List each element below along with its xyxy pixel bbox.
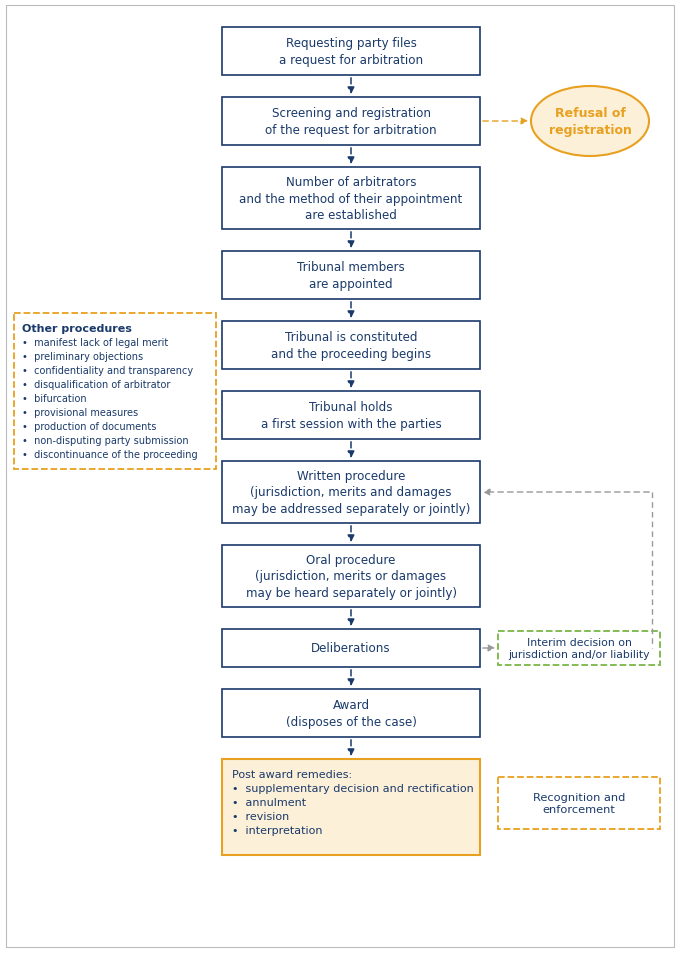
Text: Other procedures: Other procedures [22, 324, 132, 334]
Text: Tribunal is constituted
and the proceeding begins: Tribunal is constituted and the proceedi… [271, 331, 431, 360]
Bar [222, 629, 480, 667]
Text: Requesting party files
a request for arbitration: Requesting party files a request for arb… [279, 37, 423, 67]
Text: •  manifest lack of legal merit
•  preliminary objections
•  confidentiality and: • manifest lack of legal merit • prelimi… [22, 337, 198, 459]
Ellipse shape [531, 87, 649, 157]
Bar [222, 689, 480, 738]
Bar [222, 545, 480, 607]
Bar [498, 631, 660, 665]
Bar [222, 392, 480, 439]
Text: Oral procedure
(jurisdiction, merits or damages
may be heard separately or joint: Oral procedure (jurisdiction, merits or … [245, 554, 456, 599]
Text: Number of arbitrators
and the method of their appointment
are established: Number of arbitrators and the method of … [239, 175, 462, 222]
Text: Award
(disposes of the case): Award (disposes of the case) [286, 699, 416, 728]
Bar [14, 314, 216, 470]
Text: Written procedure
(jurisdiction, merits and damages
may be addressed separately : Written procedure (jurisdiction, merits … [232, 470, 470, 516]
Text: Post award remedies:
•  supplementary decision and rectification
•  annulment
• : Post award remedies: • supplementary dec… [232, 769, 474, 835]
Bar [498, 778, 660, 829]
Text: Interim decision on
jurisdiction and/or liability: Interim decision on jurisdiction and/or … [508, 637, 650, 659]
Bar [222, 760, 480, 855]
Bar [222, 252, 480, 299]
Text: Deliberations: Deliberations [311, 641, 391, 655]
Bar [222, 461, 480, 523]
Bar [222, 98, 480, 146]
Text: Refusal of
registration: Refusal of registration [549, 107, 632, 136]
Bar [222, 168, 480, 230]
Bar [222, 322, 480, 370]
Text: Tribunal members
are appointed: Tribunal members are appointed [297, 261, 405, 291]
Text: Screening and registration
of the request for arbitration: Screening and registration of the reques… [265, 107, 437, 136]
Text: Tribunal holds
a first session with the parties: Tribunal holds a first session with the … [260, 401, 441, 431]
Bar [222, 28, 480, 76]
Text: Recognition and
enforcement: Recognition and enforcement [533, 792, 625, 815]
